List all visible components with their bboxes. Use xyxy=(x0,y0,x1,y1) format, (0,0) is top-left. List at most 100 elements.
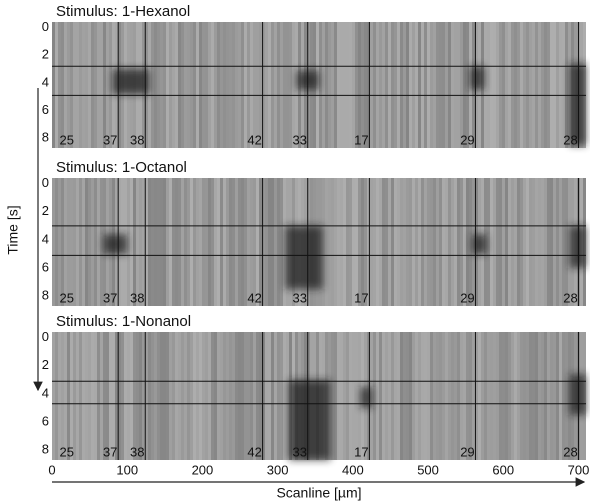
texture xyxy=(280,22,283,148)
texture xyxy=(361,22,364,148)
texture xyxy=(418,178,421,306)
x-tick-label: 700 xyxy=(568,462,590,477)
texture xyxy=(121,332,124,460)
texture xyxy=(85,178,88,306)
texture xyxy=(349,22,352,148)
texture xyxy=(436,22,439,148)
texture xyxy=(463,332,466,460)
texture xyxy=(268,332,271,460)
texture xyxy=(229,22,232,148)
texture xyxy=(145,332,148,460)
response xyxy=(569,63,586,146)
texture xyxy=(382,332,385,460)
texture xyxy=(94,178,97,306)
texture xyxy=(421,178,424,306)
y-tick-label: 2 xyxy=(42,203,49,218)
texture xyxy=(163,332,166,460)
texture xyxy=(235,22,238,148)
texture xyxy=(91,332,94,460)
texture xyxy=(277,332,280,460)
texture xyxy=(565,22,568,148)
texture xyxy=(238,332,241,460)
texture xyxy=(145,178,148,306)
texture xyxy=(532,22,535,148)
texture xyxy=(223,22,226,148)
texture xyxy=(514,178,517,306)
texture xyxy=(325,178,328,306)
texture xyxy=(502,332,505,460)
texture xyxy=(178,332,181,460)
texture xyxy=(109,22,112,148)
cell-label: 38 xyxy=(130,290,144,305)
texture xyxy=(325,22,328,148)
texture xyxy=(97,332,100,460)
texture xyxy=(235,332,238,460)
x-tick-label: 500 xyxy=(417,462,439,477)
texture xyxy=(430,22,433,148)
texture xyxy=(439,178,442,306)
texture xyxy=(73,178,76,306)
texture xyxy=(388,332,391,460)
texture xyxy=(124,332,127,460)
texture xyxy=(265,178,268,306)
texture xyxy=(160,178,163,306)
texture xyxy=(154,332,157,460)
texture xyxy=(379,178,382,306)
texture xyxy=(394,178,397,306)
texture xyxy=(379,332,382,460)
texture xyxy=(412,178,415,306)
texture xyxy=(238,178,241,306)
texture xyxy=(133,178,136,306)
texture xyxy=(385,332,388,460)
response xyxy=(569,225,586,269)
texture xyxy=(133,332,136,460)
texture xyxy=(466,178,469,306)
texture xyxy=(547,332,550,460)
texture xyxy=(91,178,94,306)
texture xyxy=(247,178,250,306)
texture xyxy=(559,178,562,306)
texture xyxy=(358,332,361,460)
texture xyxy=(406,22,409,148)
texture xyxy=(556,22,559,148)
texture xyxy=(136,332,139,460)
texture xyxy=(355,178,358,306)
texture xyxy=(169,178,172,306)
texture xyxy=(52,332,55,460)
texture xyxy=(484,22,487,148)
texture xyxy=(157,22,160,148)
cell-label: 25 xyxy=(60,132,74,147)
texture xyxy=(388,178,391,306)
cell-label: 25 xyxy=(60,444,74,459)
texture xyxy=(355,332,358,460)
cell-label: 33 xyxy=(292,132,306,147)
texture xyxy=(403,22,406,148)
texture xyxy=(379,22,382,148)
texture xyxy=(496,178,499,306)
texture xyxy=(115,332,118,460)
texture xyxy=(70,22,73,148)
texture xyxy=(448,178,451,306)
response xyxy=(285,225,323,290)
texture xyxy=(331,178,334,306)
texture xyxy=(511,22,514,148)
texture xyxy=(340,22,343,148)
texture xyxy=(538,22,541,148)
texture xyxy=(103,22,106,148)
texture xyxy=(160,332,163,460)
texture xyxy=(406,178,409,306)
texture xyxy=(85,22,88,148)
texture xyxy=(217,178,220,306)
texture xyxy=(451,22,454,148)
texture xyxy=(289,22,292,148)
texture xyxy=(328,22,331,148)
texture xyxy=(202,332,205,460)
texture xyxy=(319,22,322,148)
texture xyxy=(511,178,514,306)
texture xyxy=(439,22,442,148)
texture xyxy=(181,332,184,460)
texture xyxy=(202,178,205,306)
texture xyxy=(91,22,94,148)
texture xyxy=(283,332,286,460)
texture xyxy=(475,332,478,460)
